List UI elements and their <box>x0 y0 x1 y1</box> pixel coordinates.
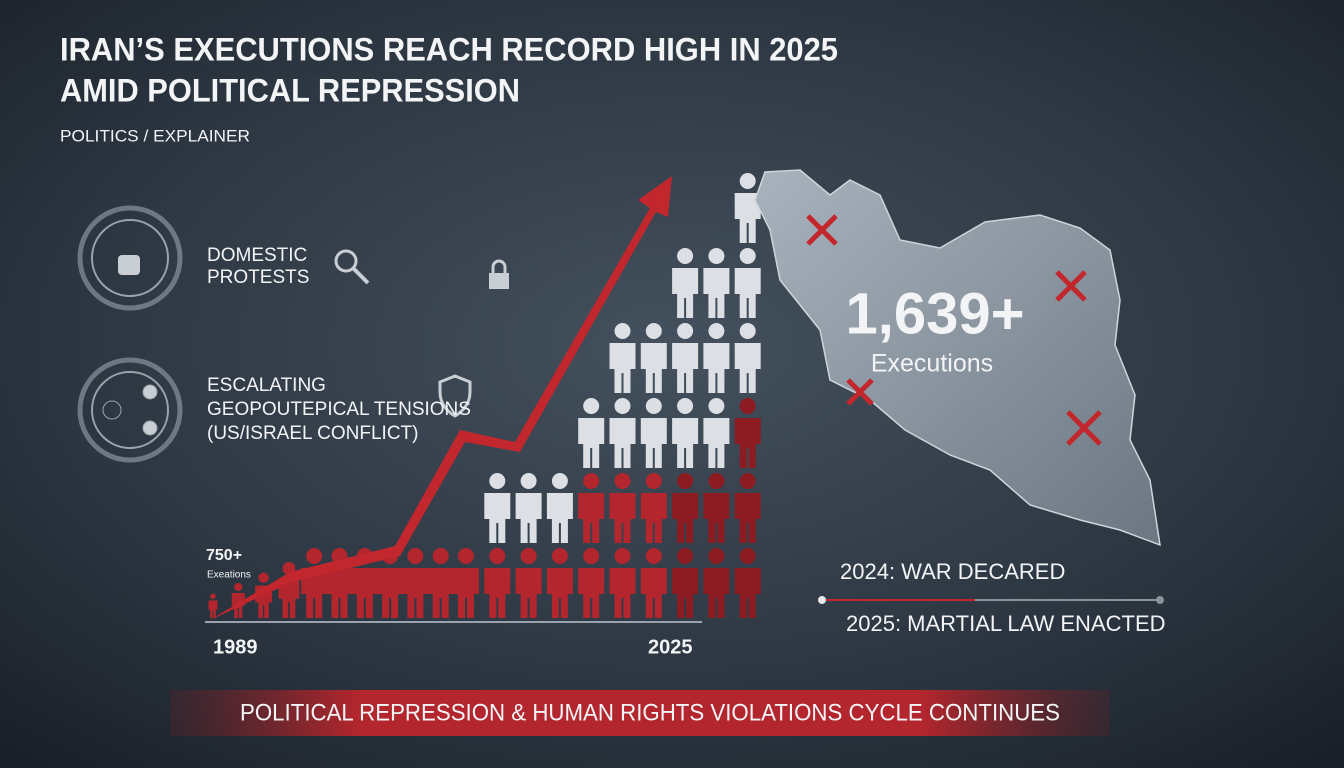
x-start: 1989 <box>213 636 258 658</box>
person-icon <box>484 473 511 543</box>
person-icon <box>734 473 761 543</box>
factor-text: ESCALATING <box>207 375 326 396</box>
factor-text: GEOPOUTEPICAL TENSIONS <box>207 399 471 420</box>
title: IRAN’S EXECUTIONS REACH RECORD HIGH IN 2… <box>60 31 838 67</box>
person-icon <box>672 248 699 318</box>
factor-icons <box>77 205 509 463</box>
person-icon <box>672 548 699 618</box>
person-icon <box>578 473 605 543</box>
person-icon <box>703 248 730 318</box>
timeline-item: 2024: WAR DECARED <box>840 559 1065 584</box>
person-icon <box>427 548 454 618</box>
person-icon <box>640 323 667 393</box>
map-figure: 1,639+ <box>845 281 1024 346</box>
timeline-item: 2025: MARTIAL LAW ENACTED <box>846 611 1166 636</box>
person-icon <box>546 548 573 618</box>
map-iran <box>754 169 1161 547</box>
person-icon <box>578 548 605 618</box>
person-icon <box>231 583 245 618</box>
person-icon <box>609 398 636 468</box>
person-icon <box>672 398 699 468</box>
person-icon <box>672 323 699 393</box>
person-icon <box>301 548 328 618</box>
person-icon <box>255 572 273 618</box>
person-icon <box>672 473 699 543</box>
person-icon <box>484 548 511 618</box>
person-icon <box>734 398 761 468</box>
person-icon <box>609 473 636 543</box>
person-icon <box>326 548 353 618</box>
timeline-dot <box>1156 596 1164 604</box>
person-icon <box>703 323 730 393</box>
person-icon <box>734 173 761 243</box>
person-icon <box>734 323 761 393</box>
person-icon <box>278 562 300 618</box>
person-icon <box>515 548 542 618</box>
factor-text: (US/ISRAEL CONFLICT) <box>207 423 419 444</box>
factor-text: PROTESTS <box>207 267 309 288</box>
start-label: Exeations <box>207 570 251 581</box>
person-icon <box>609 548 636 618</box>
kicker: POLITICS / EXPLAINER <box>60 126 250 145</box>
pictogram <box>208 173 761 618</box>
factor-text: DOMESTIC <box>207 245 307 266</box>
person-icon <box>734 548 761 618</box>
map-figure-label: Executions <box>871 350 993 378</box>
person-icon <box>609 323 636 393</box>
person-icon <box>703 398 730 468</box>
person-icon <box>640 473 667 543</box>
person-icon <box>515 473 542 543</box>
person-icon <box>734 248 761 318</box>
x-end: 2025 <box>648 636 693 658</box>
person-icon <box>703 548 730 618</box>
person-icon <box>208 593 218 618</box>
person-icon <box>351 548 378 618</box>
person-icon <box>546 473 573 543</box>
map-markers <box>806 214 1102 446</box>
timeline-dot <box>818 596 826 604</box>
title: AMID POLITICAL REPRESSION <box>60 72 520 108</box>
banner-text: POLITICAL REPRESSION & HUMAN RIGHTS VIOL… <box>240 699 1060 726</box>
banner <box>170 690 1110 736</box>
person-icon <box>377 548 404 618</box>
start-value: 750+ <box>206 547 242 564</box>
person-icon <box>703 473 730 543</box>
person-icon <box>453 548 479 618</box>
person-icon <box>402 548 429 618</box>
person-icon <box>578 398 605 468</box>
person-icon <box>640 398 667 468</box>
person-icon <box>640 548 667 618</box>
